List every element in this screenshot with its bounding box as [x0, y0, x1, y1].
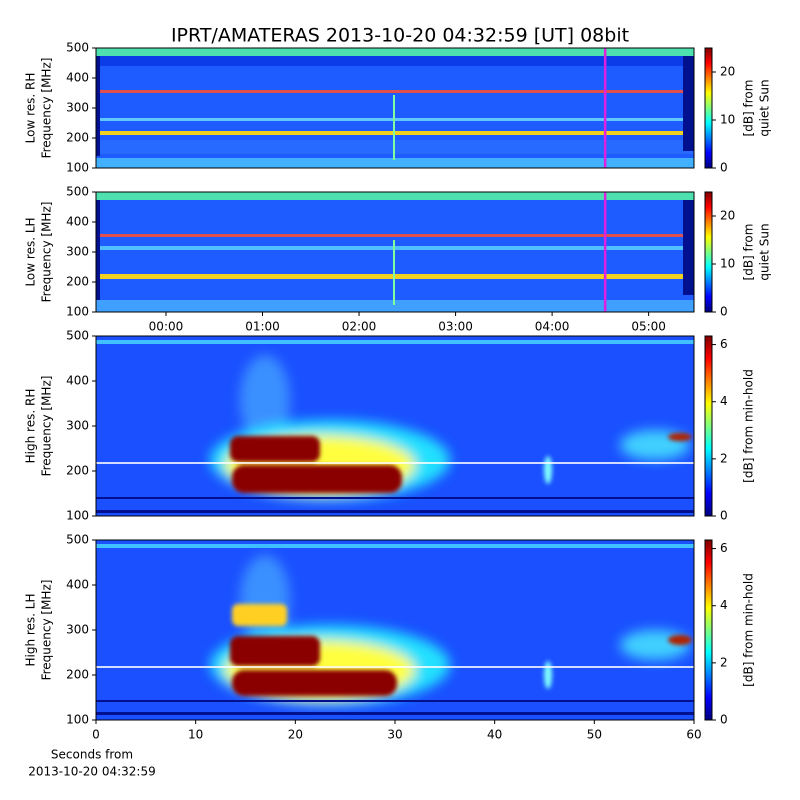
y-tick-label: 300 — [66, 623, 89, 637]
spectrogram-texture — [96, 336, 694, 516]
y-tick-label: 200 — [66, 464, 89, 478]
x-tick-label: 60 — [686, 728, 701, 742]
colorbar-tick-label: 0 — [720, 713, 728, 727]
y-tick-label: 100 — [66, 713, 89, 727]
x-tick-label: 04:00 — [535, 320, 570, 334]
x-tick-label: 0 — [92, 728, 100, 742]
chart-title: IPRT/AMATERAS 2013-10-20 04:32:59 [UT] 0… — [171, 25, 629, 47]
spectrogram-texture — [96, 48, 694, 168]
colorbar-tick-label: 10 — [720, 113, 735, 127]
colorbar — [704, 539, 713, 721]
x-axis-label: Seconds from — [51, 748, 133, 762]
y-tick-label: 500 — [66, 41, 89, 55]
x-tick-label: 03:00 — [438, 320, 473, 334]
y-axis-label: Frequency [MHz] — [40, 580, 54, 681]
x-axis-label: 2013-10-20 04:32:59 — [28, 765, 155, 779]
y-tick-label: 400 — [66, 374, 89, 388]
colorbar-tick-label: 20 — [720, 65, 735, 79]
x-tick-label: 40 — [487, 728, 502, 742]
colorbar-tick-label: 20 — [720, 209, 735, 223]
y-axis-label: High res. RH — [24, 389, 38, 464]
colorbar-tick-label: 0 — [720, 509, 728, 523]
colorbar — [704, 47, 713, 169]
y-tick-label: 200 — [66, 131, 89, 145]
y-axis-label: Low res. RH — [24, 73, 38, 144]
colorbar-tick-label: 0 — [720, 305, 728, 319]
x-tick-label: 20 — [288, 728, 303, 742]
colorbar-label: quiet Sun — [758, 79, 772, 136]
y-tick-label: 100 — [66, 161, 89, 175]
y-tick-label: 100 — [66, 305, 89, 319]
y-tick-label: 400 — [66, 578, 89, 592]
colorbar-tick-label: 4 — [720, 598, 728, 612]
y-tick-label: 500 — [66, 329, 89, 343]
colorbar-tick-label: 2 — [720, 451, 728, 465]
y-axis-label: Low res. LH — [24, 217, 38, 286]
y-tick-label: 200 — [66, 668, 89, 682]
y-tick-label: 200 — [66, 275, 89, 289]
colorbar — [704, 191, 713, 313]
x-tick-label: 00:00 — [149, 320, 184, 334]
y-tick-label: 300 — [66, 101, 89, 115]
colorbar-tick-label: 10 — [720, 257, 735, 271]
y-tick-label: 300 — [66, 419, 89, 433]
x-tick-label: 10 — [188, 728, 203, 742]
colorbar — [704, 335, 713, 517]
y-axis-label: Frequency [MHz] — [40, 376, 54, 477]
colorbar-tick-label: 2 — [720, 655, 728, 669]
spectrogram-texture — [96, 192, 694, 312]
y-tick-label: 500 — [66, 533, 89, 547]
y-tick-label: 400 — [66, 71, 89, 85]
y-axis-label: High res. LH — [24, 593, 38, 666]
y-tick-label: 100 — [66, 509, 89, 523]
colorbar-label: quiet Sun — [758, 223, 772, 280]
colorbar-label: [dB] from — [742, 224, 756, 281]
y-axis-label: Frequency [MHz] — [40, 202, 54, 303]
y-axis-label: Frequency [MHz] — [40, 58, 54, 159]
colorbar-tick-label: 6 — [720, 541, 728, 555]
colorbar-label: [dB] from — [742, 80, 756, 137]
colorbar-label: [dB] from min-hold — [742, 573, 756, 687]
x-tick-label: 30 — [387, 728, 402, 742]
x-tick-label: 05:00 — [631, 320, 666, 334]
colorbar-tick-label: 6 — [720, 337, 728, 351]
x-tick-label: 02:00 — [342, 320, 377, 334]
x-tick-label: 50 — [587, 728, 602, 742]
colorbar-tick-label: 4 — [720, 394, 728, 408]
spectrogram-texture — [96, 540, 694, 720]
colorbar-tick-label: 0 — [720, 161, 728, 175]
y-tick-label: 400 — [66, 215, 89, 229]
y-tick-label: 300 — [66, 245, 89, 259]
x-tick-label: 01:00 — [245, 320, 280, 334]
colorbar-label: [dB] from min-hold — [742, 369, 756, 483]
y-tick-label: 500 — [66, 185, 89, 199]
